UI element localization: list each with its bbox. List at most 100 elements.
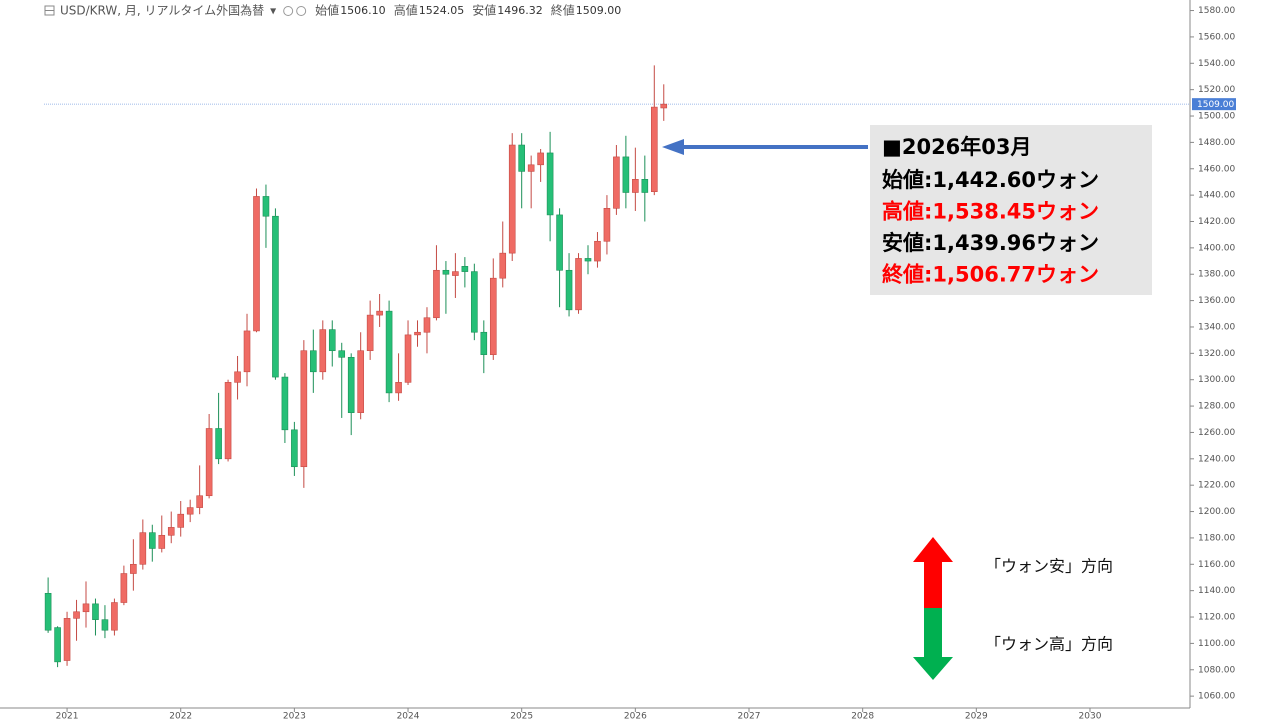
candle-body <box>82 603 90 613</box>
candle-body <box>92 603 99 620</box>
candle-body <box>167 527 175 536</box>
y-tick-label: 1400.00 <box>1198 243 1235 253</box>
y-tick-label: 1100.00 <box>1198 639 1235 649</box>
ohlc-label: 安値 <box>472 3 496 18</box>
y-tick-label: 1120.00 <box>1198 613 1235 623</box>
candle-body <box>603 208 611 242</box>
candle-body <box>300 350 308 468</box>
settings-icon <box>283 6 294 16</box>
candle-body <box>54 627 61 663</box>
candle-body <box>262 196 270 217</box>
candle-body <box>63 618 71 661</box>
candle-body <box>111 602 118 631</box>
candle-body <box>177 513 185 528</box>
candle-body <box>139 532 147 565</box>
annotation-title: ■2026年03月 <box>882 135 1032 159</box>
ohlc-value: 1509.00 <box>576 4 622 17</box>
direction-label: 「ウォン高」方向 <box>985 635 1113 654</box>
candle-body <box>395 382 402 394</box>
ohlc-label: 高値 <box>394 3 418 18</box>
candle-body <box>632 179 639 193</box>
candle-body <box>433 269 440 319</box>
y-tick-label: 1320.00 <box>1198 349 1235 359</box>
ohlc-value: 1524.05 <box>419 4 465 17</box>
y-tick-label: 1220.00 <box>1198 481 1235 491</box>
annotation: ■2026年03月始値:1,442.60ウォン高値:1,538.45ウォン安値:… <box>662 125 1152 295</box>
candle-body <box>328 329 336 352</box>
settings-icon <box>296 6 307 16</box>
candle-body <box>452 271 459 276</box>
x-tick-label: 2021 <box>56 712 79 720</box>
x-tick-label: 2026 <box>624 712 647 720</box>
y-tick-label: 1480.00 <box>1198 138 1235 148</box>
y-tick-label: 1540.00 <box>1198 59 1235 69</box>
candle-body <box>376 310 383 316</box>
dropdown-icon: ▾ <box>270 4 276 18</box>
x-tick-label: 2023 <box>283 712 306 720</box>
annotation-box <box>870 125 1152 295</box>
x-tick-label: 2024 <box>397 712 420 720</box>
candle-body <box>120 573 128 603</box>
candle-body <box>414 331 421 336</box>
candle-body <box>215 428 222 460</box>
candle-body <box>158 534 166 549</box>
symbol-title: USD/KRW, 月, リアルタイム外国為替 <box>60 4 264 18</box>
candle-body <box>196 495 203 508</box>
candle-body <box>281 376 289 431</box>
candle-body <box>291 429 298 468</box>
candle-body <box>489 277 497 355</box>
direction-label: 「ウォン安」方向 <box>985 557 1113 576</box>
y-tick-label: 1140.00 <box>1198 586 1235 596</box>
candle-body <box>537 152 544 166</box>
candle-body <box>357 350 364 413</box>
y-tick-label: 1460.00 <box>1198 164 1235 174</box>
candle-body <box>546 152 554 216</box>
candle-body <box>130 563 137 574</box>
candle-body <box>650 106 658 193</box>
y-tick-label: 1360.00 <box>1198 296 1235 306</box>
y-tick-label: 1340.00 <box>1198 322 1235 332</box>
candle-body <box>338 350 346 358</box>
candle-body <box>347 356 355 413</box>
candle-body <box>518 144 525 172</box>
candle-body <box>186 507 194 515</box>
candle-body <box>205 428 213 497</box>
candle-body <box>73 611 80 619</box>
last-price-box <box>1192 98 1236 111</box>
candle-body <box>272 215 279 378</box>
y-tick-label: 1080.00 <box>1198 665 1235 675</box>
direction-arrows <box>913 537 953 680</box>
up-arrow <box>913 537 953 608</box>
candle-body <box>404 334 412 383</box>
candle-body <box>471 271 478 333</box>
y-tick-label: 1180.00 <box>1198 533 1235 543</box>
y-tick-label: 1160.00 <box>1198 560 1235 570</box>
candle-body <box>584 258 592 262</box>
y-tick-label: 1260.00 <box>1198 428 1235 438</box>
y-tick-label: 1440.00 <box>1198 191 1235 201</box>
candle-body <box>243 330 251 373</box>
x-tick-label: 2027 <box>738 712 761 720</box>
y-tick-label: 1240.00 <box>1198 454 1235 464</box>
candle-body <box>253 196 260 332</box>
y-tick-label: 1200.00 <box>1198 507 1235 517</box>
candle-body <box>149 532 156 549</box>
y-tick-label: 1580.00 <box>1198 6 1235 16</box>
candle-body <box>234 371 241 383</box>
candle-body <box>641 179 649 193</box>
candle-body <box>556 214 563 271</box>
candle-body <box>423 317 431 333</box>
x-tick-label: 2029 <box>965 712 988 720</box>
last-price-label: 1509.00 <box>1197 100 1234 110</box>
candle-body <box>461 266 469 272</box>
ohlc-label: 終値 <box>551 3 575 18</box>
candle-body <box>442 269 450 275</box>
ohlc-value: 1496.32 <box>497 4 543 17</box>
candle-body <box>224 382 232 460</box>
pointer-arrow-head <box>662 139 684 155</box>
candle-body <box>622 156 630 193</box>
candle-body <box>508 144 516 254</box>
candle-body <box>613 156 620 209</box>
